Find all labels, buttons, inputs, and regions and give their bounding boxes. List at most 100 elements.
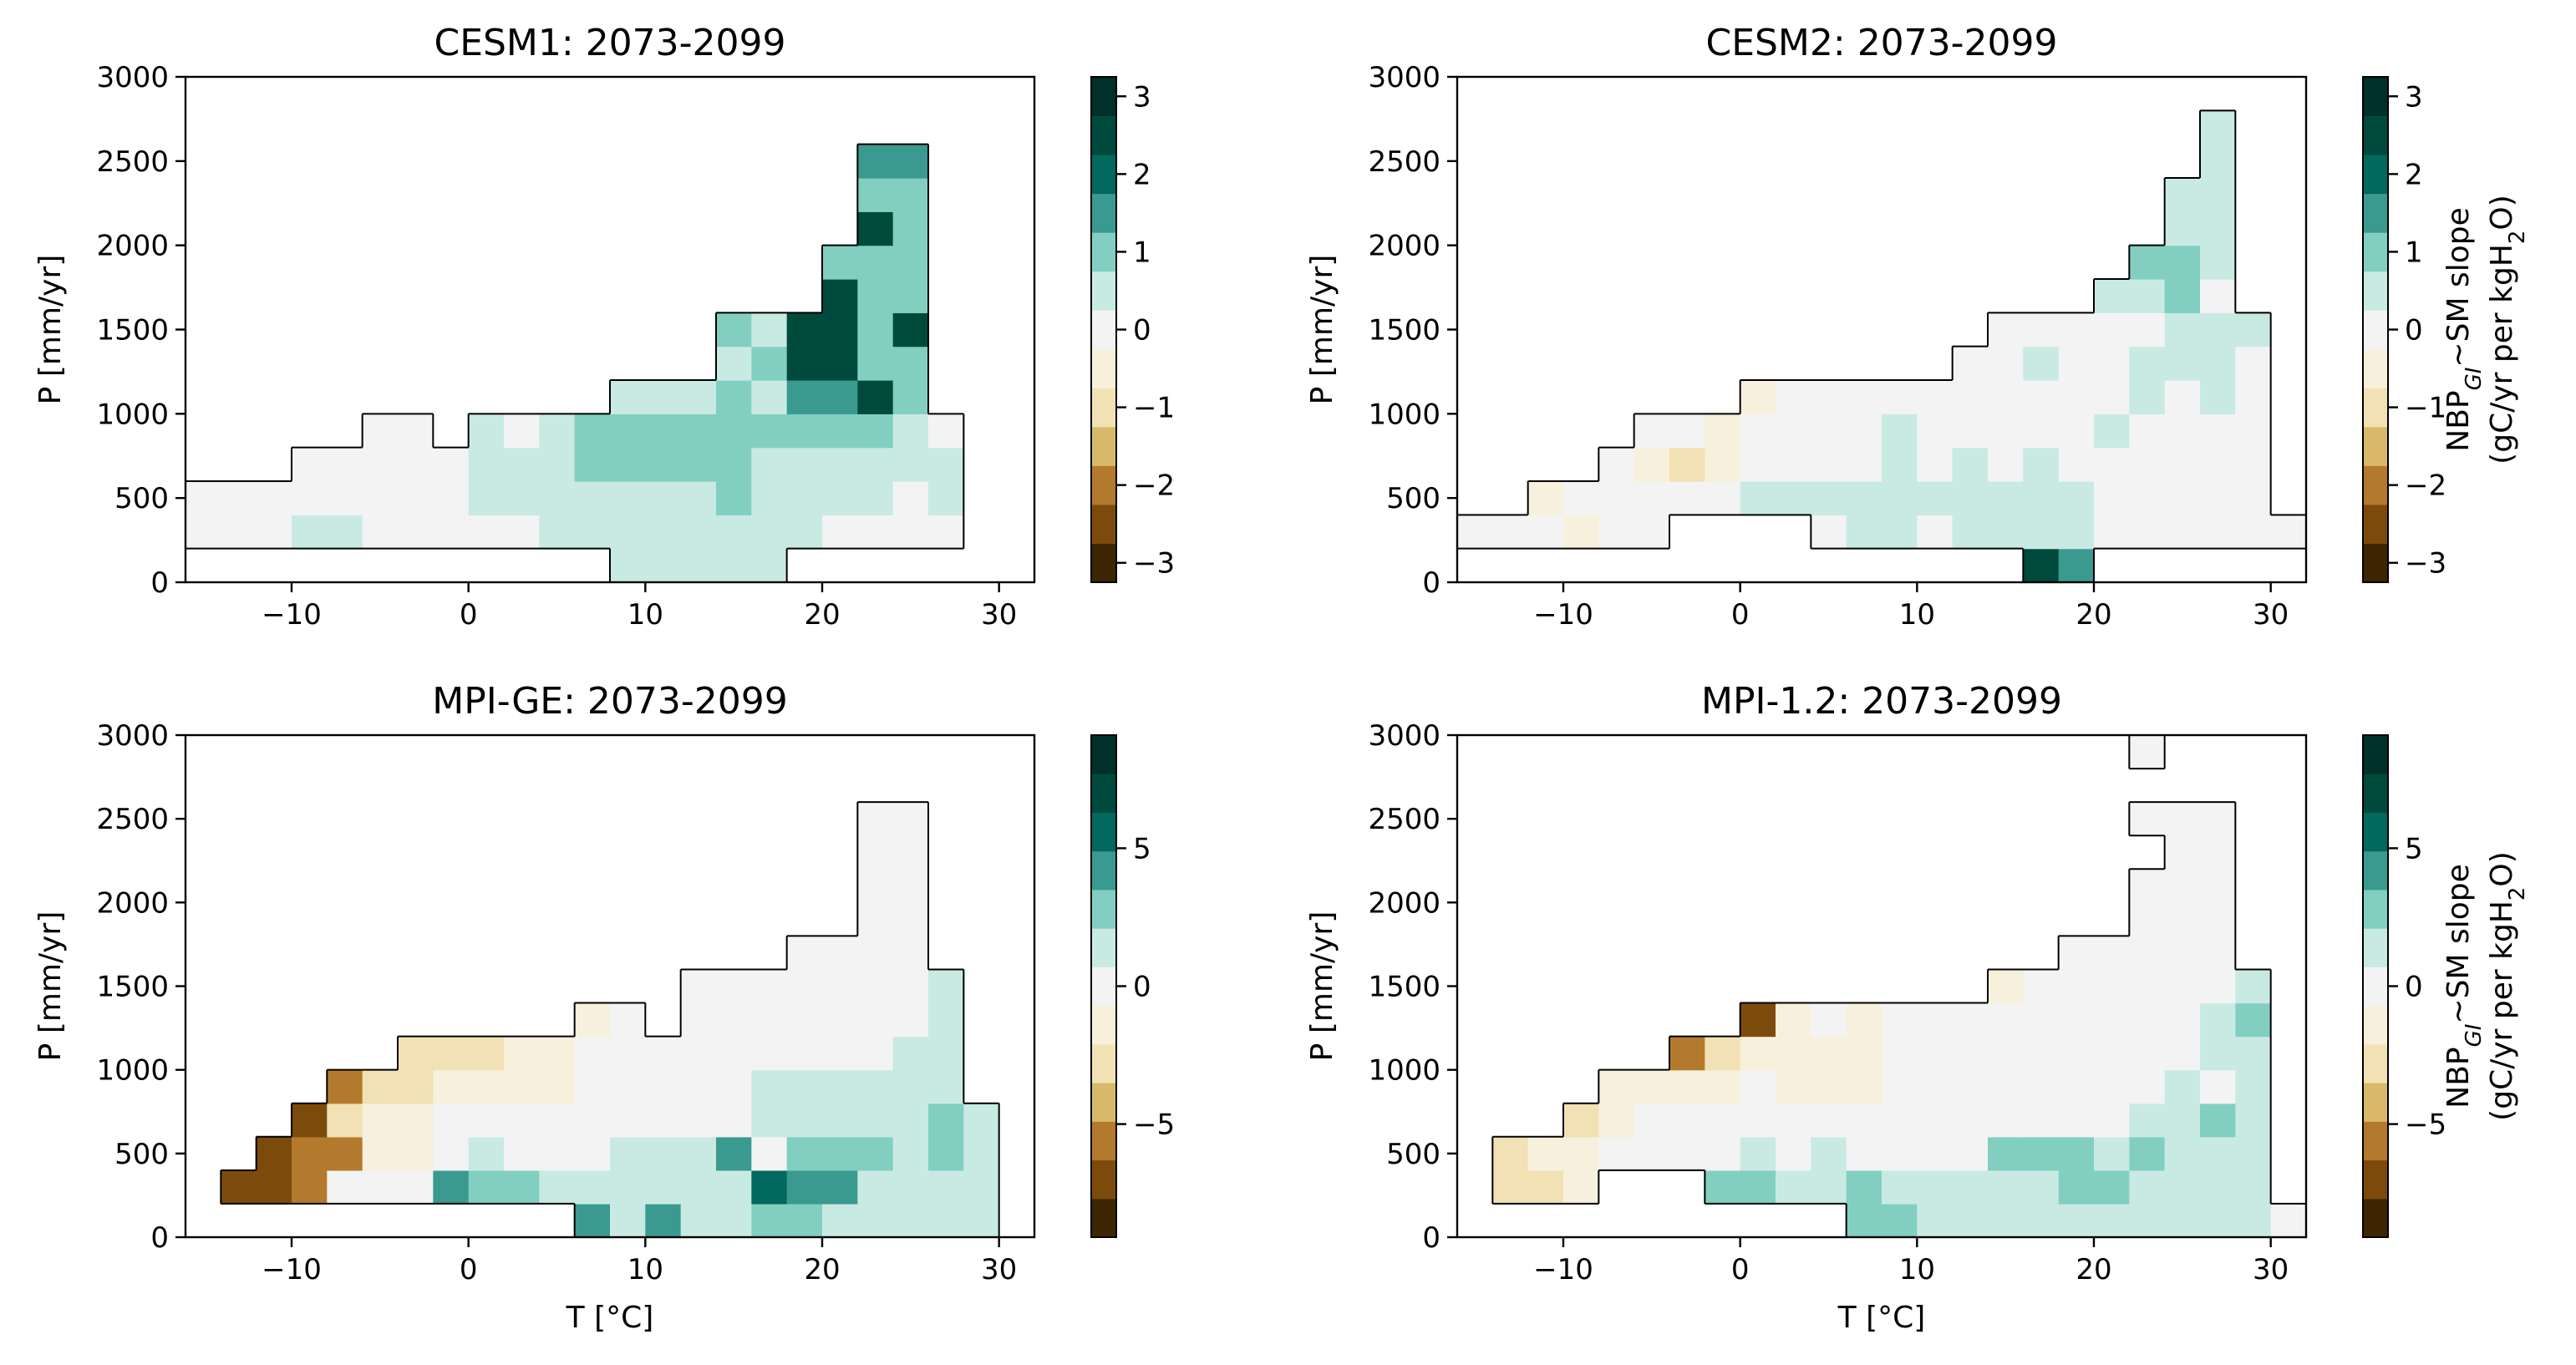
heatmap-cell [822,1103,858,1138]
heatmap-cell [2200,869,2236,903]
colorbar-segment [1091,77,1116,117]
heatmap-cell [2023,1170,2060,1205]
colorbar-segment [2363,310,2388,350]
heatmap-cell [1492,1136,1529,1171]
y-tick-label: 500 [1386,482,1440,515]
heatmap-cell [680,969,717,1004]
heatmap-cell [1811,1002,1847,1038]
heatmap-cell [468,1036,505,1071]
y-tick-label: 2000 [96,886,169,920]
heatmap-cell [892,936,929,971]
heatmap-cell [221,515,257,550]
heatmap-cell [1952,1036,1989,1071]
colorbar-segment [1091,155,1116,195]
heatmap-cell [1705,1136,1741,1171]
y-tick-label: 3000 [1368,719,1440,753]
chart-title: MPI-GE: 2073-2099 [432,680,788,723]
colorbar-tick-label: −2 [1133,469,1175,503]
heatmap-cell [822,1170,858,1205]
heatmap-cell [645,447,682,482]
heatmap-cell [892,802,929,836]
heatmap-cell [645,1036,682,1071]
x-tick-label: 30 [2253,1253,2289,1286]
heatmap-cell [327,515,363,550]
heatmap-cell [2270,1203,2307,1238]
heatmap-cell [2164,1203,2201,1238]
colorbar-segment [1091,735,1116,774]
heatmap-cell [786,1136,823,1171]
heatmap-cell [1669,1036,1705,1071]
y-tick-label: 2000 [1368,886,1440,920]
heatmap-cell [822,969,858,1004]
heatmap-cell [2129,1103,2166,1138]
heatmap-cell [2200,969,2236,1004]
region-outline [185,143,965,582]
heatmap-cell [822,1203,858,1238]
heatmap-cell [1952,380,1989,414]
heatmap-cell [928,969,964,1004]
y-axis-label: P [mm/yr] [1305,255,1339,405]
heatmap-cell [857,481,894,515]
colorbar-tick-label: −2 [2405,469,2446,503]
heatmap-cell [1740,380,1776,414]
y-tick-label: 0 [1422,1221,1440,1255]
heatmap-cell [2129,279,2166,313]
heatmap-cell [574,1203,611,1238]
heatmap-cell [680,380,717,414]
colorbar-segment [1091,1198,1116,1238]
heatmap-cell [292,515,328,550]
heatmap-cell [680,1069,717,1104]
colorbar-segment [2363,1005,2388,1045]
heatmap-cell [1846,1203,1882,1238]
heatmap-cell [2129,414,2166,449]
panel-mpi-ge: −10 0 10 20 30 0 500 1000 1500 2000 2500 3000 MPI-GE… [33,680,1175,1335]
heatmap-cell [1669,1069,1705,1104]
heatmap-cell [2094,1036,2130,1071]
heatmap-cell [857,144,894,179]
heatmap-cell [292,1170,328,1205]
heatmap-cell [1811,414,1847,449]
heatmap-cell [857,312,894,348]
x-tick-label: 10 [1899,1253,1935,1286]
heatmap-cell [2094,1103,2130,1138]
heatmap-cell [2164,279,2201,313]
heatmap-cell [2164,802,2201,836]
heatmap-cell [1740,1036,1776,1071]
heatmap-cell [1598,1136,1635,1171]
heatmap-cell [857,245,894,280]
heatmap-cell [504,481,540,515]
heatmap-cell [892,835,929,870]
heatmap-cell [786,481,823,515]
heatmap-cell [786,1069,823,1104]
heatmap-cell [398,1036,434,1071]
heatmap-cell [2023,1069,2060,1104]
heatmap-cell [1598,1103,1635,1138]
heatmap-cell [892,178,929,212]
colorbar-segment [2363,928,2388,967]
heatmap-cell [928,1203,964,1238]
colorbar-segment [2363,465,2388,505]
heatmap-cell [892,1036,929,1071]
heatmap-cell [1952,1103,1989,1138]
heatmap-cell [2200,178,2236,212]
heatmap-cell [1740,414,1776,449]
colorbar-tick-label: 5 [1133,832,1151,865]
heatmap-cell [398,447,434,482]
heatmap-cell [1917,1136,1954,1171]
heatmap-cell [468,481,505,515]
heatmap-cell [2200,1170,2236,1205]
heatmap-cell [2094,1170,2130,1205]
heatmap-cell [1917,1069,1954,1104]
heatmap-cell [610,414,646,449]
heatmap-cell [680,1036,717,1071]
heatmap-cell [892,1103,929,1138]
heatmap-cell [2164,414,2201,449]
x-tick-label: −10 [1533,1253,1593,1286]
colorbar-segment [2363,889,2388,929]
heatmap-cell [2094,312,2130,348]
heatmap-cell [680,1002,717,1038]
heatmap-cell [857,1036,894,1071]
heatmap-cell [362,447,399,482]
heatmap-cell [292,447,328,482]
heatmap-cell [2164,380,2201,414]
